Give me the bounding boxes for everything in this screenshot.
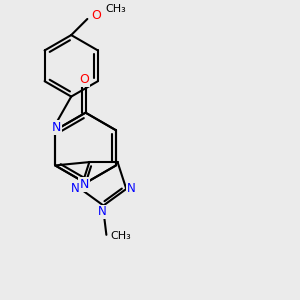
Text: N: N: [52, 122, 61, 134]
Text: O: O: [79, 73, 89, 85]
Text: N: N: [98, 206, 106, 218]
Text: N: N: [71, 182, 80, 195]
Text: CH₃: CH₃: [111, 231, 131, 241]
Text: N: N: [80, 178, 89, 191]
Text: N: N: [127, 182, 136, 195]
Text: CH₃: CH₃: [106, 4, 126, 14]
Text: H: H: [71, 186, 79, 196]
Text: O: O: [91, 9, 101, 22]
